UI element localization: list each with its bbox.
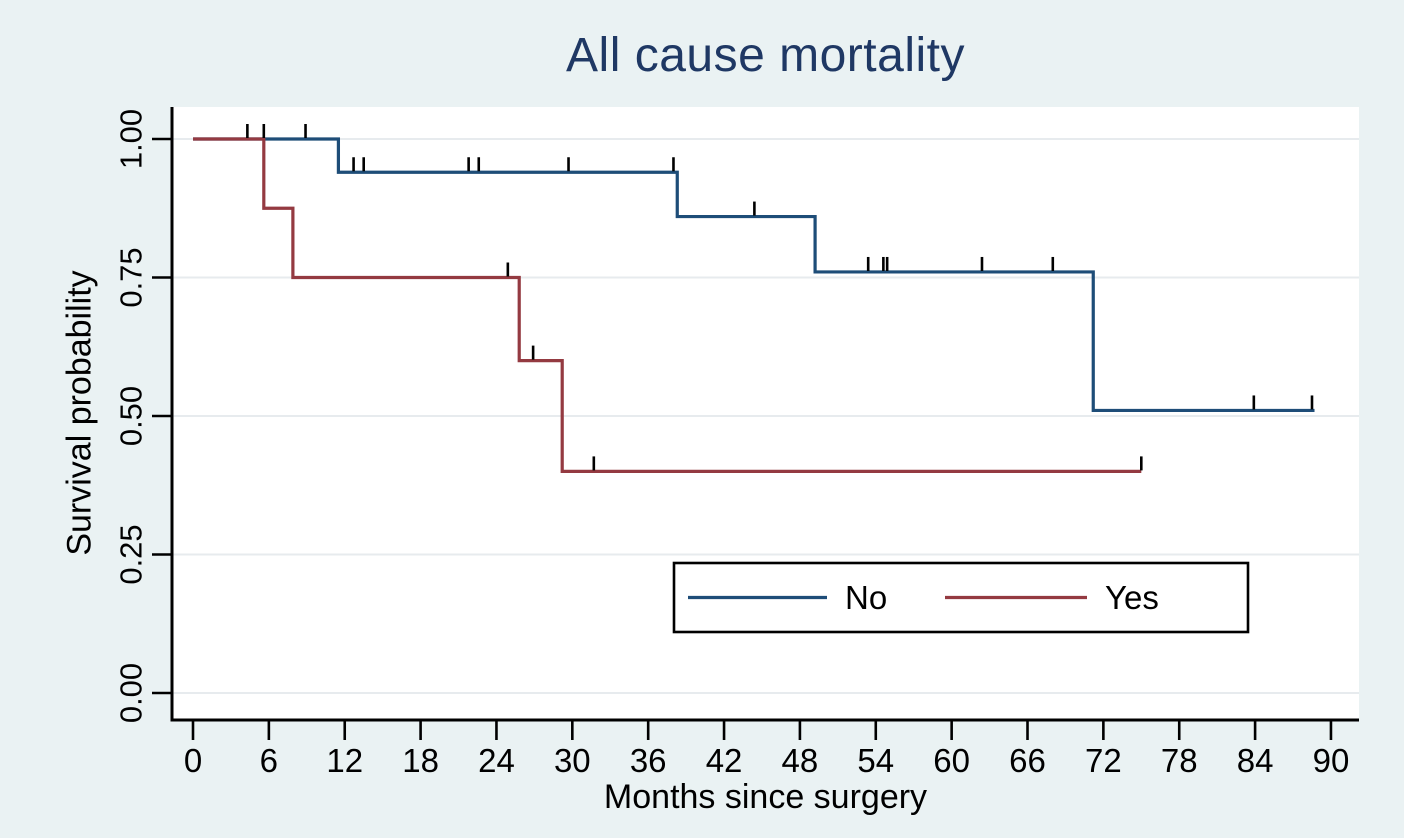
x-tick-label: 66 <box>1009 742 1046 779</box>
x-tick-label: 30 <box>554 742 591 779</box>
x-axis-title: Months since surgery <box>603 778 928 816</box>
legend-label-no: No <box>845 579 887 616</box>
x-tick-label: 42 <box>706 742 743 779</box>
legend-label-yes: Yes <box>1105 579 1159 616</box>
x-tick-label: 78 <box>1161 742 1198 779</box>
x-tick-label: 18 <box>402 742 439 779</box>
y-tick-label: 1.00 <box>114 109 149 169</box>
y-tick-label: 0.00 <box>114 663 149 723</box>
x-tick-label: 24 <box>478 742 515 779</box>
survival-curve-no <box>193 137 1315 413</box>
y-tick-label: 0.25 <box>114 524 149 584</box>
chart-title: All cause mortality <box>566 29 965 82</box>
x-tick-label: 60 <box>933 742 970 779</box>
x-tick-label: 48 <box>782 742 819 779</box>
x-tick-label: 6 <box>260 742 278 779</box>
y-tick-label: 0.50 <box>114 386 149 446</box>
x-tick-label: 0 <box>184 742 202 779</box>
x-tick-label: 36 <box>630 742 667 779</box>
survival-curve-yes <box>193 137 1142 473</box>
y-tick-label: 0.75 <box>114 247 149 307</box>
y-axis-title: Survival probability <box>60 270 99 556</box>
x-tick-label: 54 <box>857 742 894 779</box>
x-tick-label: 90 <box>1313 742 1350 779</box>
x-tick-label: 84 <box>1237 742 1274 779</box>
x-tick-label: 72 <box>1085 742 1122 779</box>
x-tick-label: 12 <box>326 742 363 779</box>
